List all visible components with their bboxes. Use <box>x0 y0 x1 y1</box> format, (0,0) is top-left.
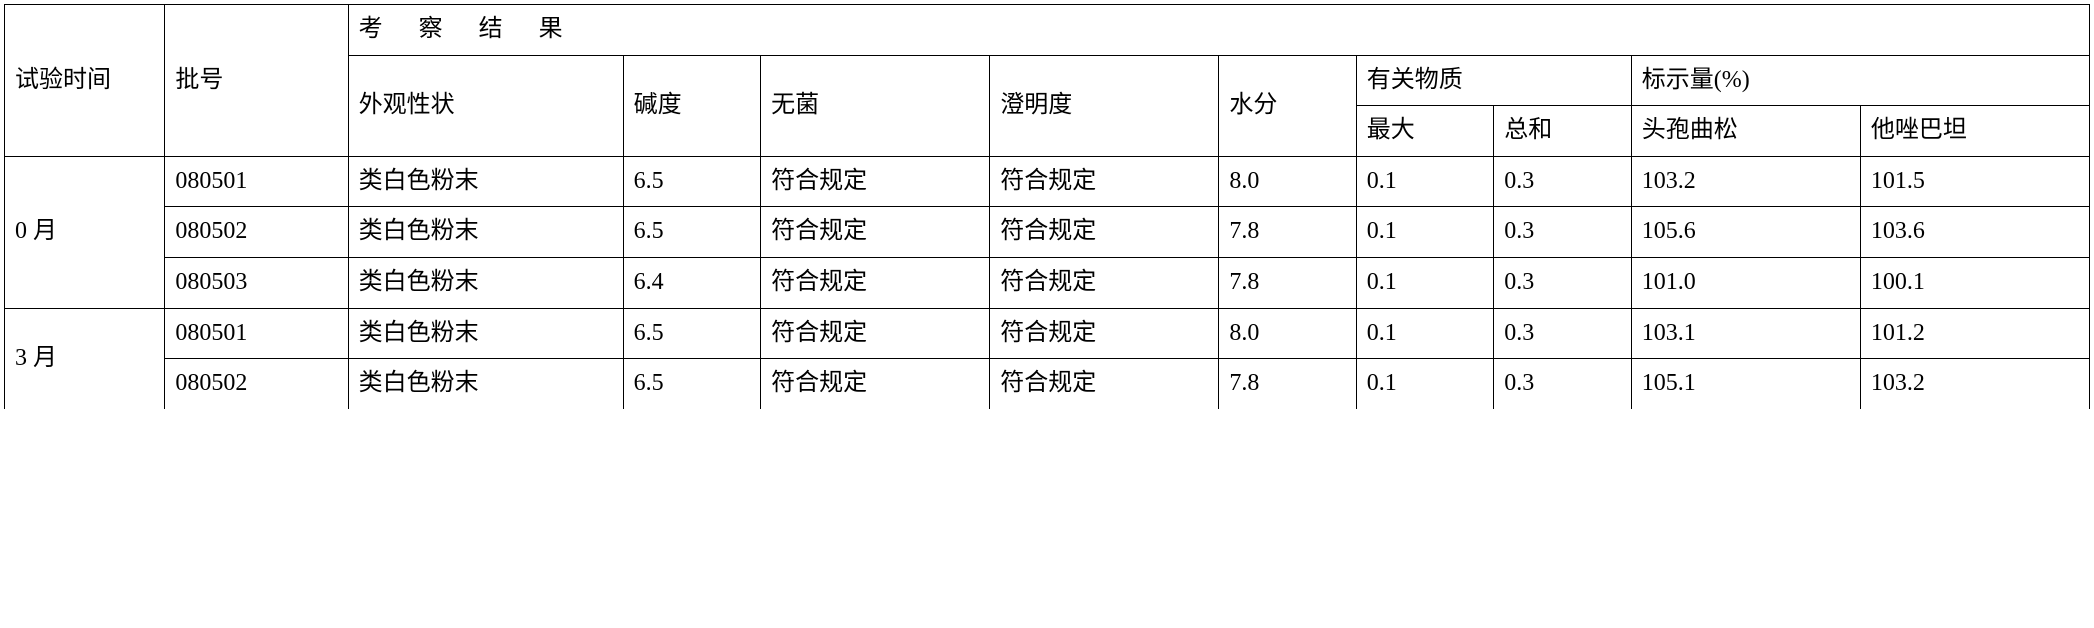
cell-alkalinity: 6.5 <box>623 308 760 359</box>
cell-ceftriaxone: 103.2 <box>1631 156 1860 207</box>
cell-ceftriaxone: 101.0 <box>1631 257 1860 308</box>
cell-moisture: 8.0 <box>1219 156 1356 207</box>
cell-sterility: 符合规定 <box>761 359 990 409</box>
cell-sterility: 符合规定 <box>761 257 990 308</box>
header-sterility: 无菌 <box>761 55 990 156</box>
cell-alkalinity: 6.5 <box>623 359 760 409</box>
cell-batch: 080501 <box>165 308 348 359</box>
cell-clarity: 符合规定 <box>990 207 1219 258</box>
cell-sterility: 符合规定 <box>761 308 990 359</box>
header-time: 试验时间 <box>5 5 165 157</box>
cell-appearance: 类白色粉末 <box>348 308 623 359</box>
cell-time: 3 月 <box>5 308 165 409</box>
cell-alkalinity: 6.5 <box>623 207 760 258</box>
cell-max: 0.1 <box>1356 207 1493 258</box>
cell-tazobactam: 103.2 <box>1860 359 2089 409</box>
cell-clarity: 符合规定 <box>990 156 1219 207</box>
cell-batch: 080501 <box>165 156 348 207</box>
cell-ceftriaxone: 103.1 <box>1631 308 1860 359</box>
cell-appearance: 类白色粉末 <box>348 257 623 308</box>
table-row: 080502类白色粉末6.5符合规定符合规定7.80.10.3105.1103.… <box>5 359 2090 409</box>
header-batch: 批号 <box>165 5 348 157</box>
header-moisture: 水分 <box>1219 55 1356 156</box>
cell-appearance: 类白色粉末 <box>348 207 623 258</box>
header-ceftriaxone: 头孢曲松 <box>1631 106 1860 157</box>
header-alkalinity: 碱度 <box>623 55 760 156</box>
cell-sterility: 符合规定 <box>761 156 990 207</box>
cell-tazobactam: 100.1 <box>1860 257 2089 308</box>
header-clarity: 澄明度 <box>990 55 1219 156</box>
cell-max: 0.1 <box>1356 359 1493 409</box>
header-appearance: 外观性状 <box>348 55 623 156</box>
cell-batch: 080502 <box>165 207 348 258</box>
cell-sum: 0.3 <box>1494 359 1631 409</box>
cell-tazobactam: 101.5 <box>1860 156 2089 207</box>
cell-alkalinity: 6.5 <box>623 156 760 207</box>
cell-moisture: 7.8 <box>1219 257 1356 308</box>
cell-clarity: 符合规定 <box>990 359 1219 409</box>
table-body: 0 月080501类白色粉末6.5符合规定符合规定8.00.10.3103.21… <box>5 156 2090 408</box>
cell-moisture: 8.0 <box>1219 308 1356 359</box>
cell-sum: 0.3 <box>1494 207 1631 258</box>
cell-sum: 0.3 <box>1494 308 1631 359</box>
cell-max: 0.1 <box>1356 257 1493 308</box>
cell-tazobactam: 101.2 <box>1860 308 2089 359</box>
cell-clarity: 符合规定 <box>990 257 1219 308</box>
cell-tazobactam: 103.6 <box>1860 207 2089 258</box>
table-row: 3 月080501类白色粉末6.5符合规定符合规定8.00.10.3103.11… <box>5 308 2090 359</box>
cell-alkalinity: 6.4 <box>623 257 760 308</box>
header-tazobactam: 他唑巴坦 <box>1860 106 2089 157</box>
header-result-group-text: 考察结果 <box>359 16 599 42</box>
cell-ceftriaxone: 105.1 <box>1631 359 1860 409</box>
cell-time: 0 月 <box>5 156 165 308</box>
cell-sum: 0.3 <box>1494 156 1631 207</box>
table-header: 试验时间 批号 考察结果 外观性状 碱度 无菌 澄明度 水分 有关物质 标示量(… <box>5 5 2090 157</box>
cell-clarity: 符合规定 <box>990 308 1219 359</box>
data-table: 试验时间 批号 考察结果 外观性状 碱度 无菌 澄明度 水分 有关物质 标示量(… <box>4 4 2090 409</box>
cell-batch: 080503 <box>165 257 348 308</box>
table-row: 080503类白色粉末6.4符合规定符合规定7.80.10.3101.0100.… <box>5 257 2090 308</box>
cell-moisture: 7.8 <box>1219 207 1356 258</box>
cell-sum: 0.3 <box>1494 257 1631 308</box>
header-labeled-amount: 标示量(%) <box>1631 55 2089 106</box>
cell-batch: 080502 <box>165 359 348 409</box>
header-max: 最大 <box>1356 106 1493 157</box>
cell-appearance: 类白色粉末 <box>348 359 623 409</box>
cell-ceftriaxone: 105.6 <box>1631 207 1860 258</box>
table-row: 0 月080501类白色粉末6.5符合规定符合规定8.00.10.3103.21… <box>5 156 2090 207</box>
header-result-group: 考察结果 <box>348 5 2089 56</box>
table-row: 080502类白色粉末6.5符合规定符合规定7.80.10.3105.6103.… <box>5 207 2090 258</box>
header-sum: 总和 <box>1494 106 1631 157</box>
cell-max: 0.1 <box>1356 308 1493 359</box>
cell-moisture: 7.8 <box>1219 359 1356 409</box>
header-related-sub: 有关物质 <box>1356 55 1631 106</box>
cell-sterility: 符合规定 <box>761 207 990 258</box>
cell-max: 0.1 <box>1356 156 1493 207</box>
cell-appearance: 类白色粉末 <box>348 156 623 207</box>
